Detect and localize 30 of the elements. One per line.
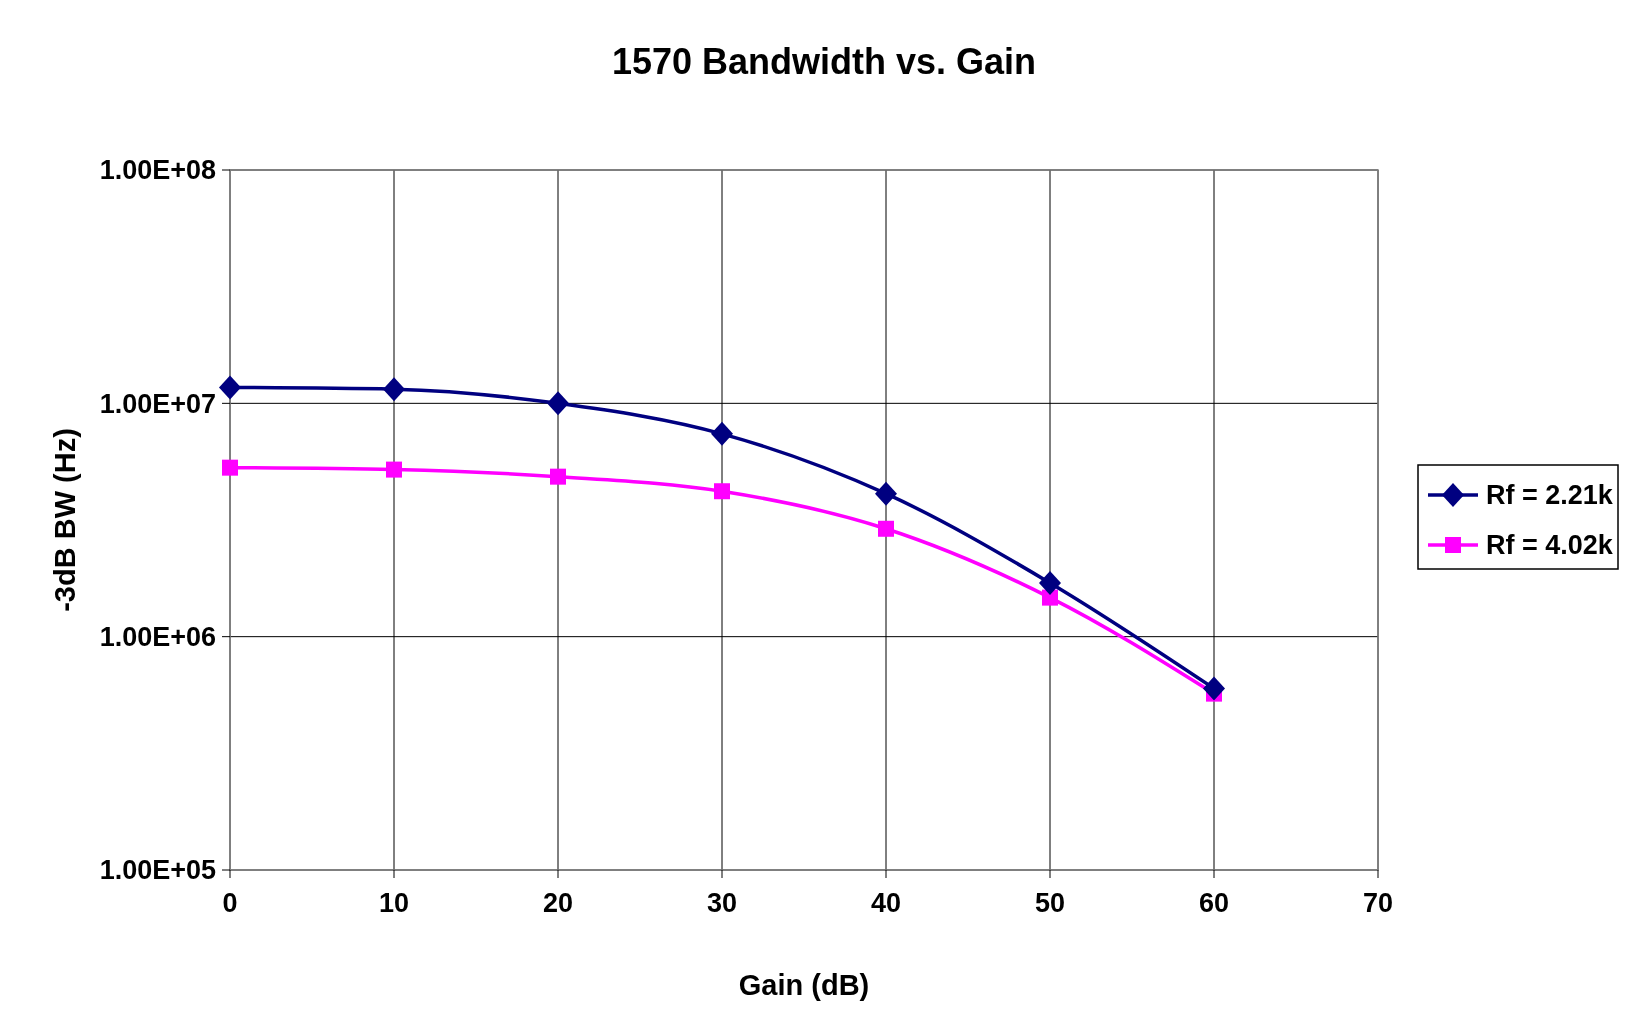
x-tick-label: 60: [1198, 888, 1230, 918]
x-tick-label: 30: [706, 888, 738, 918]
point: [1042, 589, 1058, 606]
x-tick-label: 70: [1362, 888, 1394, 918]
y-axis-title: -3dB BW (Hz): [49, 428, 81, 612]
x-tick-label: 50: [1034, 888, 1066, 918]
x-tick-label: 0: [222, 888, 238, 918]
point: [1203, 676, 1225, 701]
point: [1039, 570, 1061, 595]
x-tick-label: 20: [542, 888, 574, 918]
y-tick-label: 1.00E+05: [99, 855, 216, 886]
point: [219, 375, 241, 400]
point: [875, 481, 897, 506]
legend-label: Rf = 2.21k: [1486, 480, 1614, 511]
point: [550, 468, 566, 485]
point: [547, 391, 569, 416]
y-tick-label: 1.00E+07: [99, 388, 216, 419]
point: [386, 461, 402, 478]
point: [714, 483, 730, 500]
legend-label: Rf = 4.02k: [1486, 530, 1614, 561]
x-tick-label: 10: [378, 888, 410, 918]
point: [711, 421, 733, 446]
y-tick-label: 1.00E+08: [99, 155, 216, 186]
y-tick-label: 1.00E+06: [99, 622, 216, 653]
point: [222, 459, 238, 476]
chart-title: 1570 Bandwidth vs. Gain: [611, 41, 1037, 82]
point: [383, 377, 405, 402]
x-tick-label: 40: [870, 888, 902, 918]
x-axis-title: Gain (dB): [738, 969, 870, 1001]
point: [878, 520, 894, 537]
